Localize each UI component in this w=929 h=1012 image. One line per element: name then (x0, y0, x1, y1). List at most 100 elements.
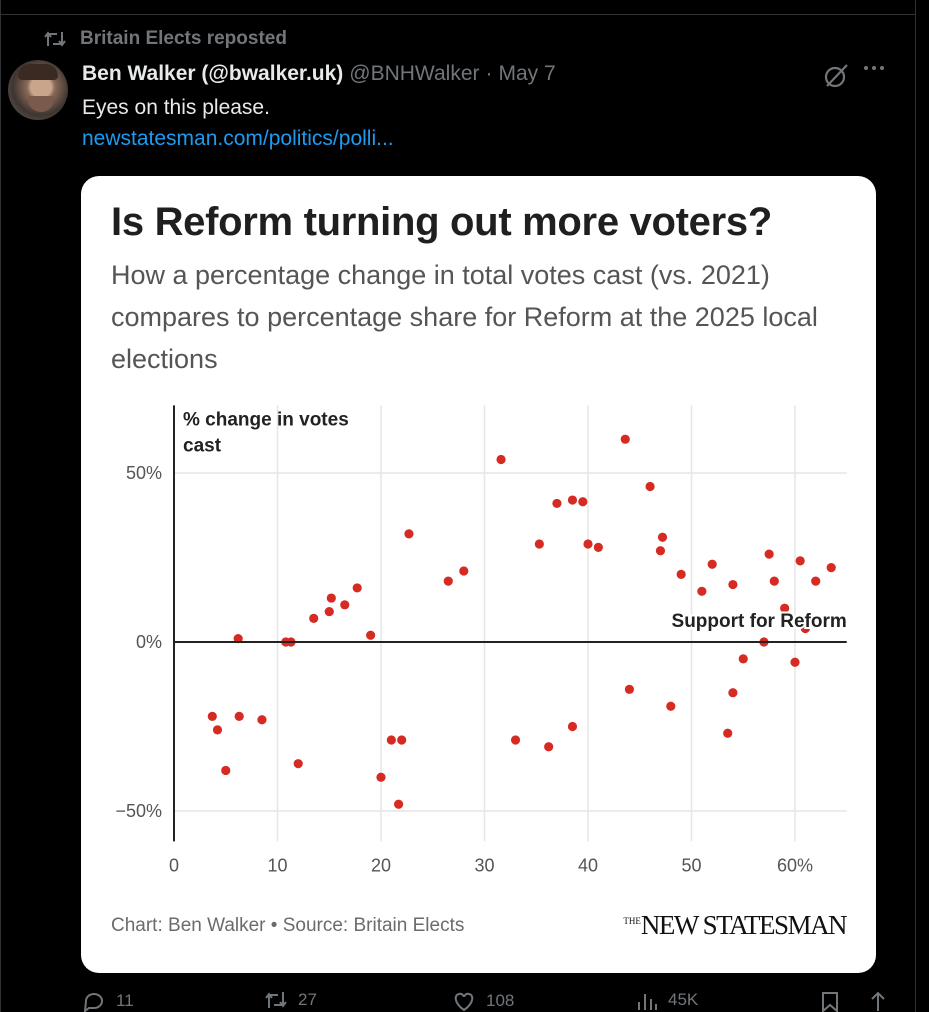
data-point (510, 735, 521, 745)
post-link[interactable]: newstatesman.com/politics/polli... (82, 127, 394, 150)
data-point (780, 603, 790, 613)
card-subtitle: How a percentage change in total votes c… (111, 260, 818, 374)
data-point (212, 725, 223, 735)
y-tick-label: 0% (136, 632, 162, 652)
y-tick-label: −50% (115, 801, 162, 821)
post-divider (0, 14, 916, 15)
data-point (567, 495, 578, 505)
repost-icon (265, 992, 287, 1008)
data-point (309, 613, 319, 623)
repost-action[interactable]: 27 (264, 990, 317, 1010)
data-point (624, 684, 635, 694)
data-point (723, 728, 733, 738)
data-point (811, 576, 821, 586)
bookmark-action[interactable] (820, 990, 840, 1012)
header-separator: · (485, 62, 493, 85)
data-point (233, 634, 243, 644)
post-actions: 11 27 108 45K (0, 990, 916, 1012)
data-point (697, 586, 707, 596)
bookmark-icon (822, 992, 838, 1012)
data-point (657, 532, 668, 542)
reply-count: 11 (116, 991, 134, 1010)
data-point (567, 721, 578, 732)
author-avatar[interactable] (8, 60, 68, 120)
x-tick-label: 60% (777, 855, 813, 875)
y-axis-title: % change in votes cast (183, 409, 349, 456)
data-point (764, 549, 774, 559)
heart-icon (454, 992, 474, 1012)
post-header: Ben Walker (@bwalker.uk) @BNHWalker · Ma… (82, 62, 556, 86)
data-point (544, 742, 554, 752)
views-icon (638, 994, 657, 1010)
data-point (293, 759, 303, 769)
data-point (666, 701, 676, 711)
author-handle[interactable]: @BNHWalker (349, 62, 480, 85)
grok-icon[interactable] (822, 63, 850, 94)
x-axis-annotation-halo: Support for Reform (672, 611, 847, 632)
column-border-right (915, 0, 916, 1012)
data-point (769, 576, 779, 586)
data-point (578, 497, 588, 507)
data-point (738, 654, 748, 664)
x-tick-label: 20 (371, 855, 391, 875)
more-options-icon[interactable] (864, 66, 884, 70)
data-point (826, 563, 836, 573)
repost-icon (44, 30, 66, 48)
data-point (221, 765, 231, 776)
data-point (593, 542, 603, 552)
share-icon (871, 991, 885, 1011)
data-point (393, 799, 404, 809)
data-point (207, 711, 217, 721)
data-point (366, 630, 376, 640)
like-count: 108 (486, 991, 515, 1010)
data-point (397, 735, 407, 745)
publisher-logo: THENEW STATESMAN (623, 910, 847, 940)
repost-label: Britain Elects reposted (80, 28, 287, 49)
author-name[interactable]: Ben Walker (@bwalker.uk) (82, 62, 344, 85)
data-point (655, 546, 666, 556)
x-tick-label: 0 (169, 855, 179, 875)
data-point (728, 688, 738, 698)
reply-action[interactable]: 11 (82, 990, 134, 1012)
data-point (790, 657, 800, 667)
image-card[interactable]: Is Reform turning out more voters? How a… (81, 176, 876, 973)
repost-count: 27 (298, 990, 317, 1009)
data-point (386, 735, 396, 745)
data-point (324, 606, 334, 617)
post-date[interactable]: May 7 (498, 62, 556, 85)
x-tick-label: 50 (681, 855, 701, 875)
reply-icon (83, 993, 103, 1012)
x-tick-label: 40 (578, 855, 598, 875)
chart-credit: Chart: Ben Walker • Source: Britain Elec… (111, 915, 465, 936)
repost-indicator[interactable]: Britain Elects reposted (44, 28, 287, 50)
data-point (800, 623, 810, 634)
data-point (534, 539, 544, 549)
data-point (583, 539, 593, 549)
views-action[interactable]: 45K (636, 990, 698, 1010)
scatter-chart: 0 10 20 30 40 50 60% 50% 0% −50% % change in votes… (115, 405, 849, 875)
data-point (728, 579, 738, 590)
data-point (707, 559, 717, 569)
data-point (620, 434, 630, 444)
data-point (326, 593, 336, 603)
column-border-left (0, 0, 1, 1012)
y-tick-label: 50% (126, 463, 162, 483)
data-point (376, 772, 386, 782)
data-point (795, 556, 805, 566)
x-tick-label: 10 (267, 855, 287, 875)
view-count: 45K (668, 990, 699, 1009)
data-point (552, 498, 562, 509)
data-point (496, 454, 506, 465)
share-action[interactable] (868, 990, 888, 1012)
data-point (645, 481, 655, 492)
data-point (352, 583, 362, 593)
data-point (234, 711, 244, 721)
like-action[interactable]: 108 (452, 990, 514, 1012)
data-point (459, 566, 469, 576)
data-point (340, 600, 350, 610)
data-point (676, 569, 686, 579)
data-point (257, 715, 267, 725)
post-text: Eyes on this please. (82, 96, 270, 119)
card-title: Is Reform turning out more voters? (111, 200, 772, 244)
x-tick-label: 30 (474, 855, 494, 875)
